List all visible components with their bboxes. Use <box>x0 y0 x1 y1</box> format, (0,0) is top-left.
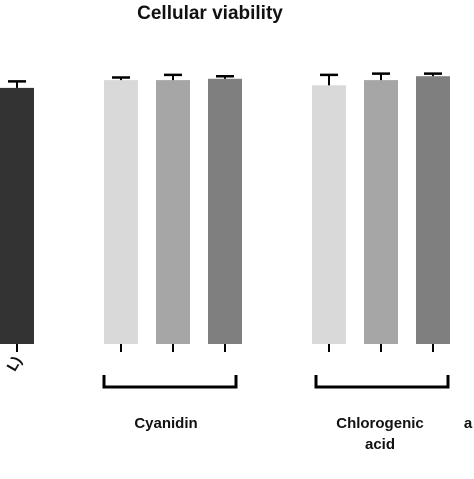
group-brackets-layer <box>102 375 450 389</box>
group-bracket-2 <box>314 375 450 389</box>
group-labels-layer: Cyanidin Chlorogenic acid a L) <box>4 354 473 454</box>
bar-4 <box>208 78 242 345</box>
bar-5 <box>312 85 346 345</box>
group-label-2: Chlorogenic acid <box>336 415 424 453</box>
bar-3 <box>156 80 190 344</box>
bars-layer <box>0 76 450 345</box>
x-tick-label-1: L) <box>4 354 26 375</box>
group-bracket-1 <box>102 375 238 389</box>
bar-1 <box>0 87 34 345</box>
x-ticks-layer <box>16 344 434 352</box>
group-label-2-line-1: Chlorogenic <box>336 415 424 432</box>
bar-6 <box>364 80 398 344</box>
group-label-2-line-2: acid <box>365 436 395 453</box>
error-bars-layer <box>8 72 442 88</box>
bar-7 <box>416 76 450 344</box>
group-label-3: a <box>464 415 473 432</box>
bar-2 <box>104 80 138 344</box>
chart-title: Cellular viability <box>137 3 283 24</box>
group-label-1: Cyanidin <box>134 415 197 432</box>
